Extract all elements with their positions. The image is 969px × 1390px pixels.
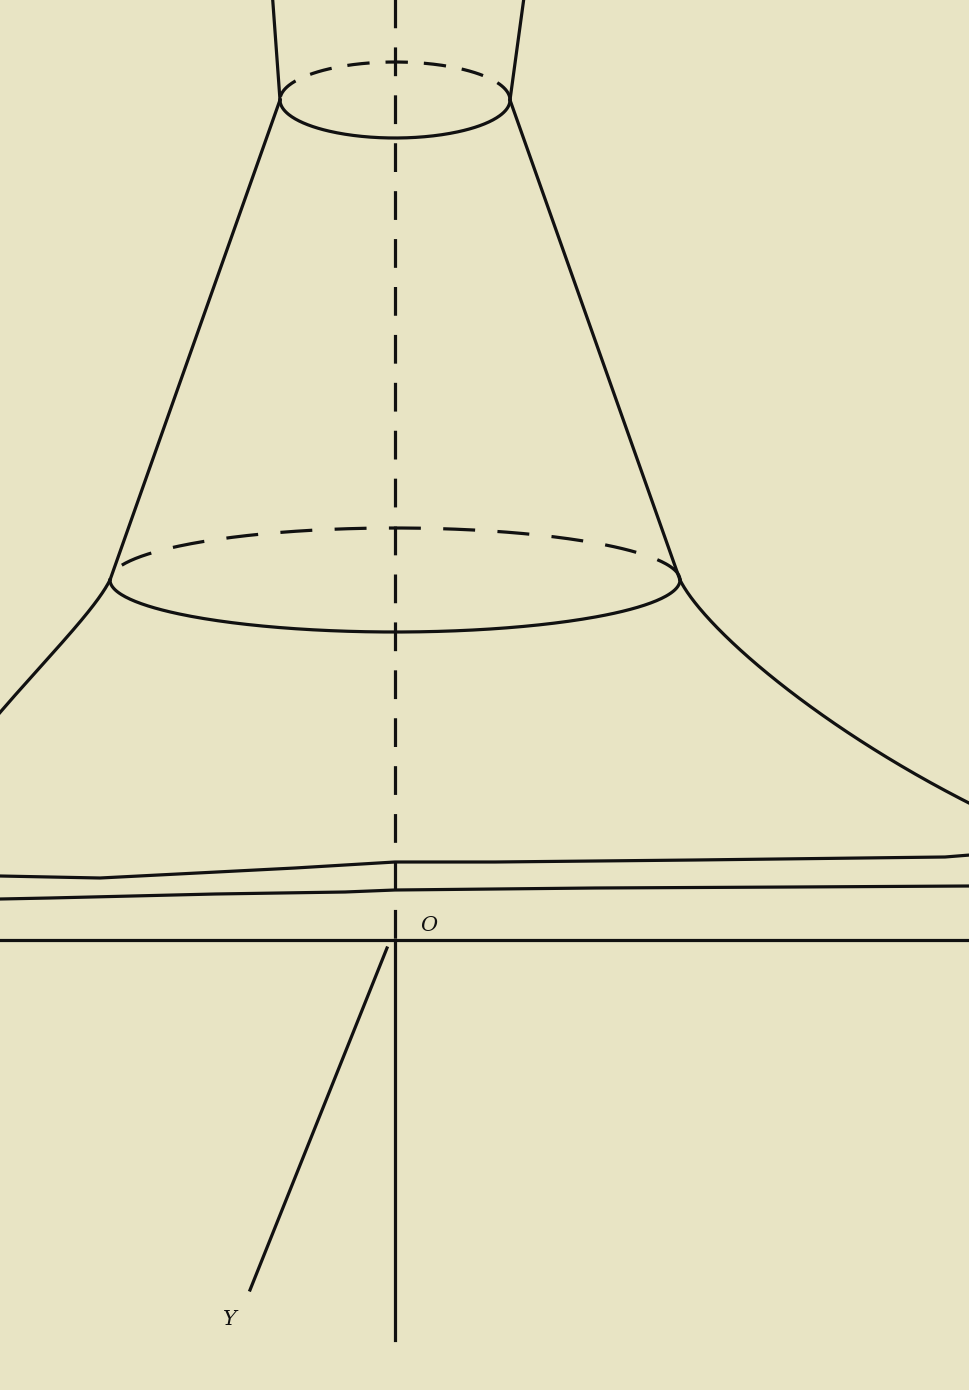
Text: Y: Y: [223, 1309, 236, 1329]
Text: O: O: [420, 916, 437, 934]
